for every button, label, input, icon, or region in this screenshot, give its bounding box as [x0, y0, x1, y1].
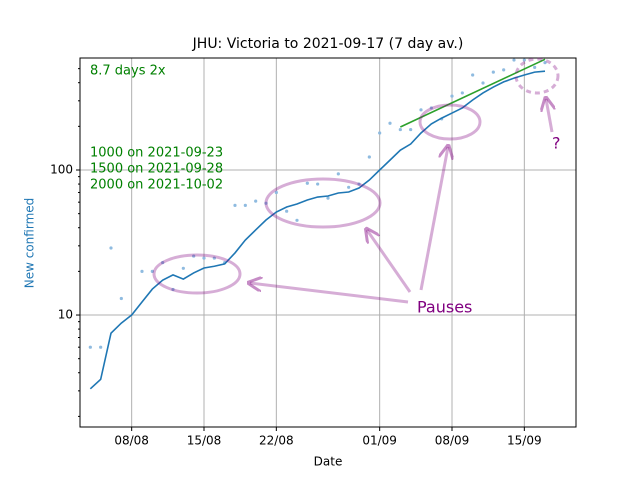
pause-ellipse — [418, 103, 482, 141]
data-point — [119, 296, 123, 301]
annotations: Pauses ? 8.7 days 2x 1000 on 2021-09-23 … — [90, 57, 561, 317]
arrow — [546, 99, 552, 133]
data-line — [89, 70, 546, 390]
data-point — [367, 155, 371, 159]
y-tick-label: 10 — [58, 308, 73, 322]
data-point — [140, 269, 144, 273]
axes-frame — [79, 57, 577, 428]
data-point — [254, 199, 258, 203]
data-point — [264, 201, 268, 205]
data-point — [274, 190, 278, 195]
data-point — [471, 73, 475, 77]
data-point — [347, 185, 351, 189]
data-point — [543, 61, 547, 65]
data-point — [326, 196, 330, 200]
data-point — [181, 266, 185, 270]
data-point — [192, 254, 196, 258]
x-tick-label: 08/09 — [435, 434, 470, 448]
forecast-label: 1500 on 2021-09-28 — [90, 162, 223, 177]
pauses-label: Pauses — [417, 298, 472, 317]
data-point — [419, 108, 423, 112]
x-tick-label: 08/08 — [114, 434, 149, 448]
data-point — [450, 94, 454, 98]
data-point — [316, 182, 320, 186]
question-ellipse — [514, 57, 560, 95]
plot-area — [88, 58, 547, 390]
data-point — [502, 68, 506, 72]
y-axis-label: New confirmed — [23, 198, 37, 289]
x-tick-label: 15/08 — [187, 434, 222, 448]
data-point — [305, 181, 309, 185]
data-point — [202, 256, 206, 260]
data-point — [388, 121, 392, 125]
x-tick-label: 22/08 — [259, 434, 294, 448]
data-point — [233, 203, 237, 208]
question-label: ? — [552, 134, 561, 153]
data-point — [161, 260, 165, 265]
data-point — [533, 65, 537, 69]
data-point — [285, 209, 289, 213]
pause-ellipse — [264, 177, 382, 229]
data-point — [88, 345, 92, 349]
data-point — [150, 269, 154, 273]
arrow — [250, 283, 409, 304]
data-line — [399, 58, 546, 128]
forecast-label: 2000 on 2021-10-02 — [90, 178, 223, 193]
data-point — [212, 256, 216, 260]
data-point — [99, 345, 103, 349]
data-point — [378, 131, 382, 135]
data-point — [171, 287, 175, 292]
data-point — [429, 106, 433, 110]
data-point — [481, 81, 485, 85]
data-point — [109, 246, 113, 250]
data-point — [357, 182, 361, 186]
x-tick-label: 15/09 — [507, 434, 542, 448]
pause-ellipse — [152, 253, 242, 295]
data-point — [398, 127, 402, 132]
data-point — [336, 172, 340, 176]
grid — [76, 58, 576, 431]
data-point — [243, 203, 247, 208]
data-point — [409, 127, 413, 132]
arrow — [367, 230, 412, 293]
x-axis-label: Date — [314, 455, 343, 469]
y-tick-label: 100 — [50, 163, 73, 177]
data-point — [491, 70, 495, 74]
x-tick-label: 01/09 — [362, 434, 397, 448]
data-point — [295, 218, 299, 222]
arrow — [419, 147, 448, 291]
doubling-label: 8.7 days 2x — [90, 64, 166, 79]
data-point — [460, 91, 464, 95]
chart-title: JHU: Victoria to 2021-09-17 (7 day av.) — [192, 36, 464, 52]
data-point — [512, 58, 516, 62]
forecast-label: 1000 on 2021-09-23 — [90, 146, 223, 161]
data-point — [522, 58, 526, 62]
